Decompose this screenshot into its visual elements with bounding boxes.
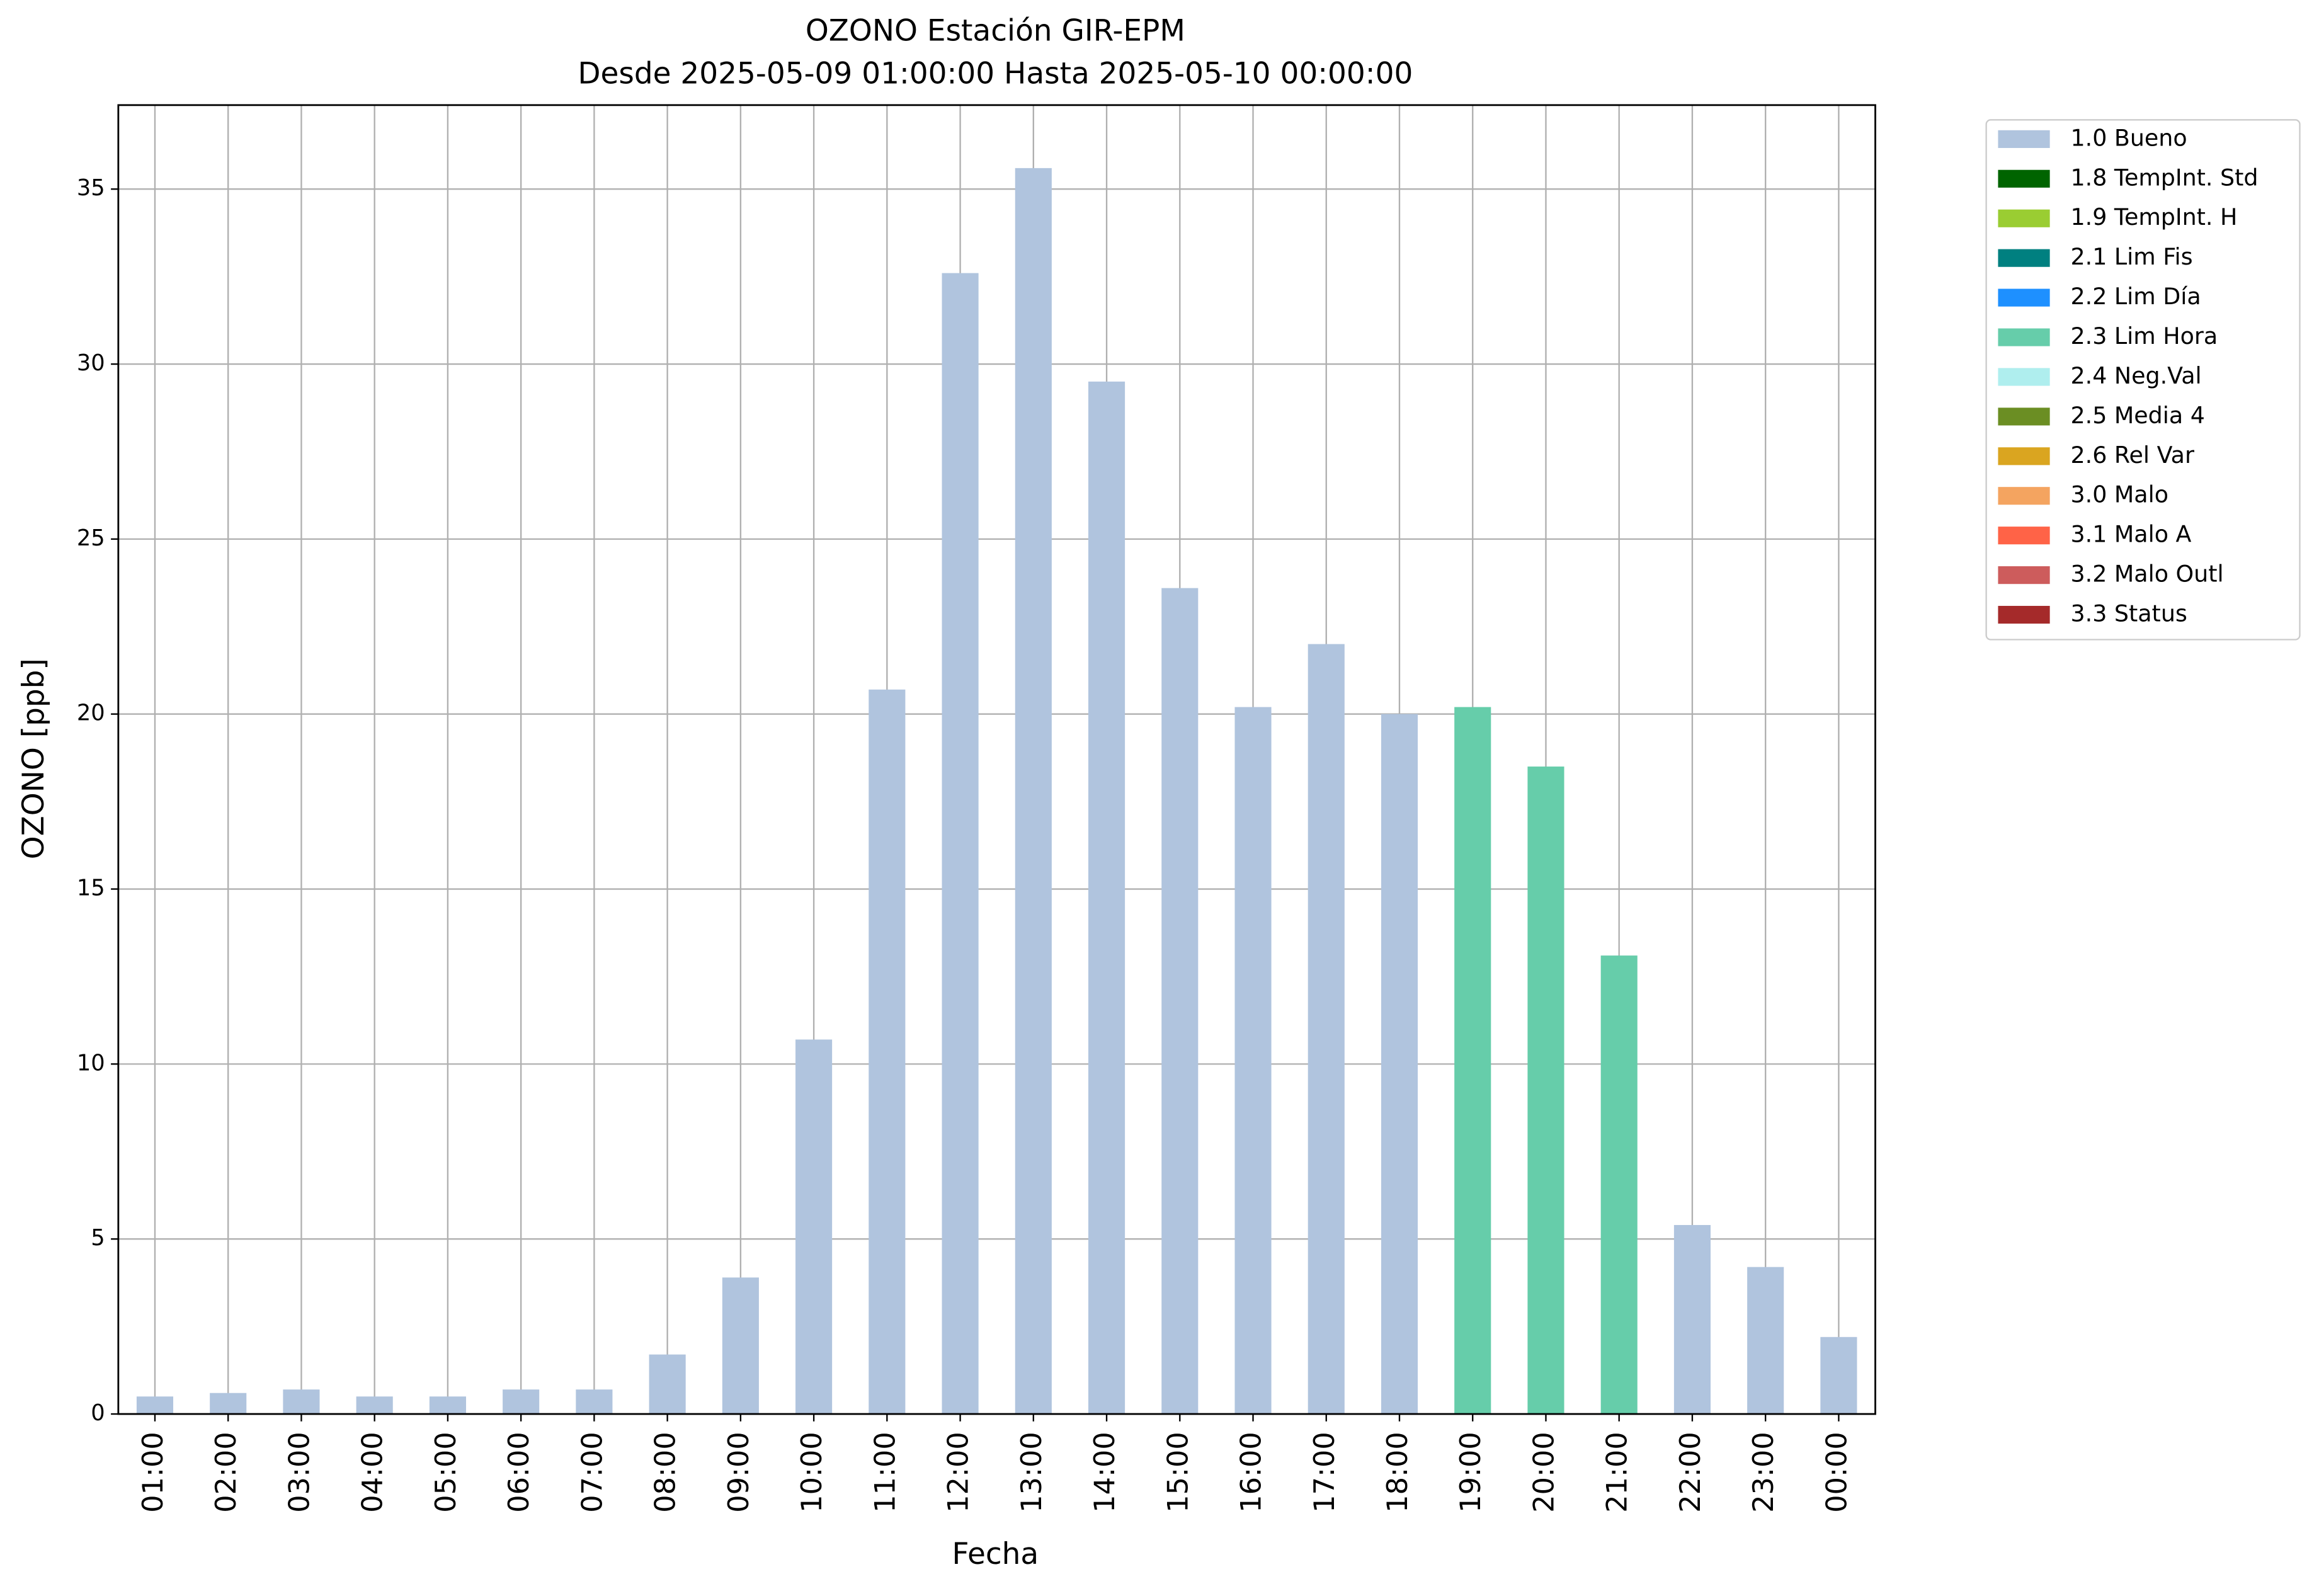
bar (942, 273, 979, 1415)
y-tick-label: 30 (77, 350, 105, 376)
bar (1527, 767, 1564, 1415)
x-tick-label: 17:00 (1308, 1432, 1341, 1513)
bar (356, 1396, 393, 1415)
legend-swatch (1998, 249, 2050, 267)
x-tick-label: 02:00 (210, 1432, 242, 1513)
x-tick-label: 16:00 (1235, 1432, 1268, 1513)
x-tick-label: 18:00 (1381, 1432, 1414, 1513)
y-tick-label: 35 (77, 175, 105, 201)
bar (503, 1389, 540, 1415)
legend-label: 2.3 Lim Hora (2071, 322, 2218, 350)
x-tick-label: 15:00 (1161, 1432, 1194, 1513)
bars (136, 168, 1857, 1415)
bar (1088, 381, 1125, 1415)
bar (1673, 1224, 1711, 1415)
legend-swatch (1998, 169, 2050, 188)
bar (429, 1396, 466, 1415)
x-tick-label: 06:00 (503, 1432, 535, 1513)
legend-label: 3.0 Malo (2071, 481, 2168, 508)
legend-label: 2.4 Neg.Val (2071, 362, 2202, 389)
legend-swatch (1998, 566, 2050, 584)
x-tick-label: 08:00 (649, 1432, 682, 1513)
y-tick-label: 15 (77, 875, 105, 901)
legend-label: 1.8 TempInt. Std (2071, 164, 2259, 191)
x-tick-label: 10:00 (795, 1432, 828, 1513)
x-axis-label: Fecha (952, 1537, 1039, 1571)
x-tick-label: 12:00 (942, 1432, 975, 1513)
legend-swatch (1998, 487, 2050, 505)
bar (1161, 588, 1199, 1415)
bar (1454, 707, 1491, 1415)
y-tick-label: 10 (77, 1050, 105, 1076)
bar (283, 1389, 320, 1415)
x-tick-label: 13:00 (1015, 1432, 1048, 1513)
bar (1600, 955, 1638, 1415)
y-tick-label: 0 (91, 1400, 105, 1426)
legend-label: 2.5 Media 4 (2071, 402, 2205, 429)
bar (1747, 1267, 1784, 1415)
legend: 1.0 Bueno 1.8 TempInt. Std 1.9 TempInt. H 2… (1985, 119, 2301, 641)
plot-frame (117, 104, 1876, 1415)
legend-swatch (1998, 130, 2050, 148)
bar (576, 1389, 613, 1415)
x-tick-label: 01:00 (137, 1432, 169, 1513)
x-tick-label: 05:00 (430, 1432, 462, 1513)
x-tick-label: 19:00 (1454, 1432, 1487, 1513)
x-tick-label: 03:00 (283, 1432, 316, 1513)
legend-swatch (1998, 288, 2050, 307)
bar (1015, 168, 1052, 1415)
axes: 0 5 10 15 20 25 30 35 01:00 02:00 03:00 04:00 05:00 0… (77, 104, 1876, 1513)
legend-label: 2.6 Rel Var (2071, 442, 2194, 469)
legend-label: 1.9 TempInt. H (2071, 203, 2238, 231)
legend-swatch (1998, 605, 2050, 624)
legend-label: 2.1 Lim Fis (2071, 243, 2193, 270)
x-tick-label: 04:00 (356, 1432, 389, 1513)
x-tick-label: 21:00 (1601, 1432, 1634, 1513)
legend-box (1985, 119, 2301, 641)
bar (795, 1039, 833, 1415)
legend-label: 1.0 Bueno (2071, 124, 2187, 151)
x-tick-label: 14:00 (1088, 1432, 1121, 1513)
bar (210, 1393, 247, 1415)
legend-swatch (1998, 368, 2050, 386)
legend-swatch (1998, 209, 2050, 227)
y-tick-label: 25 (77, 525, 105, 551)
bar (722, 1277, 759, 1415)
legend-label: 3.1 Malo A (2071, 521, 2192, 548)
legend-swatch (1998, 328, 2050, 346)
y-tick-label: 5 (91, 1225, 105, 1251)
x-tick-label: 07:00 (576, 1432, 608, 1513)
y-axis-label: OZONO [ppb] (16, 658, 51, 859)
bar (1820, 1337, 1857, 1415)
x-tick-label: 11:00 (869, 1432, 901, 1513)
x-tick-label: 20:00 (1527, 1432, 1560, 1513)
legend-label: 3.3 Status (2071, 600, 2187, 627)
x-tick-label: 23:00 (1747, 1432, 1780, 1513)
bar (1381, 714, 1418, 1415)
x-tick-label: 00:00 (1820, 1432, 1853, 1513)
x-tick-label: 09:00 (722, 1432, 755, 1513)
legend-swatch (1998, 447, 2050, 465)
bar (136, 1396, 174, 1415)
bar (869, 689, 906, 1415)
legend-swatch (1998, 408, 2050, 426)
chart-subtitle: Desde 2025-05-09 01:00:00 Hasta 2025-05-… (578, 56, 1413, 91)
bar (1308, 644, 1345, 1415)
x-tick-label: 22:00 (1674, 1432, 1707, 1513)
y-tick-label: 20 (77, 700, 105, 726)
chart-title: OZONO Estación GIR-EPM (806, 13, 1185, 48)
legend-swatch (1998, 527, 2050, 545)
legend-label: 3.2 Malo Outl (2071, 561, 2224, 588)
bar (1234, 707, 1272, 1415)
legend-label: 2.2 Lim Día (2071, 283, 2201, 310)
bar (649, 1354, 686, 1415)
